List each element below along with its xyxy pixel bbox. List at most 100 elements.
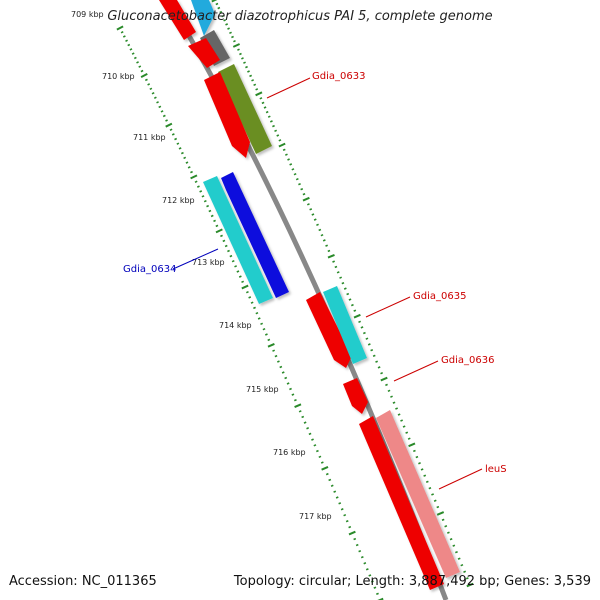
minor-tick	[215, 2, 219, 6]
minor-tick	[253, 306, 256, 310]
minor-tick	[457, 557, 461, 560]
minor-tick	[133, 56, 137, 60]
minor-tick	[178, 147, 182, 150]
gene-feature[interactable]	[306, 292, 352, 368]
gene-feature[interactable]	[159, 0, 196, 40]
major-tick	[232, 43, 241, 48]
minor-tick	[330, 484, 334, 487]
minor-tick	[248, 296, 252, 299]
minor-tick	[247, 70, 250, 73]
gene-feature[interactable]	[188, 38, 220, 68]
minor-tick	[313, 218, 317, 221]
minor-tick	[358, 549, 362, 553]
minor-tick	[300, 187, 304, 191]
scale-label: 711 kbp	[133, 133, 166, 142]
minor-tick	[303, 421, 307, 424]
callout-line	[393, 360, 439, 382]
minor-tick	[274, 354, 278, 358]
minor-tick	[210, 214, 214, 218]
minor-tick	[250, 301, 254, 304]
scale-label: 709 kbp	[71, 10, 104, 19]
minor-tick	[196, 185, 200, 188]
minor-tick	[318, 455, 322, 459]
minor-tick	[293, 398, 297, 402]
minor-tick	[231, 259, 235, 263]
minor-tick	[395, 407, 398, 410]
minor-tick	[407, 437, 411, 440]
gene-feature[interactable]	[204, 72, 250, 158]
summary-text: Topology: circular; Length: 3,887,492 bp…	[233, 574, 591, 589]
minor-tick	[208, 209, 212, 213]
minor-tick	[298, 182, 301, 186]
major-tick	[190, 174, 198, 180]
minor-tick	[372, 354, 376, 358]
minor-tick	[291, 393, 295, 396]
gene-label-Gdia_0633[interactable]: Gdia_0633	[312, 71, 365, 82]
minor-tick	[241, 57, 244, 60]
minor-tick	[418, 462, 421, 465]
minor-tick	[289, 163, 293, 166]
minor-tick	[360, 326, 364, 329]
gene-Gdia_0635[interactable]	[323, 286, 367, 364]
minor-tick	[272, 124, 275, 128]
minor-tick	[291, 168, 295, 171]
minor-tick	[428, 486, 432, 490]
minor-tick	[333, 490, 337, 493]
major-tick	[436, 511, 445, 516]
minor-tick	[269, 120, 273, 123]
minor-tick	[375, 360, 379, 363]
minor-tick	[355, 543, 359, 547]
gene-label-Gdia_0636[interactable]: Gdia_0636	[441, 355, 494, 366]
minor-tick	[436, 505, 440, 509]
gene-feature[interactable]	[359, 416, 444, 590]
callout-line	[266, 77, 311, 99]
minor-tick	[350, 303, 354, 307]
minor-tick	[308, 432, 312, 436]
major-tick	[116, 25, 124, 31]
minor-tick	[415, 455, 419, 459]
minor-tick	[367, 343, 371, 346]
gene-Gdia_0636[interactable]	[343, 378, 368, 414]
minor-tick	[318, 228, 322, 232]
minor-tick	[346, 292, 350, 296]
scale-label: 717 kbp	[299, 512, 332, 521]
minor-tick	[233, 39, 236, 43]
minor-tick	[243, 61, 246, 64]
minor-tick	[120, 30, 124, 34]
gene-feature[interactable]	[191, 0, 215, 36]
minor-tick	[298, 410, 302, 413]
gene-Gdia_0633[interactable]	[218, 64, 272, 154]
minor-tick	[340, 508, 344, 511]
minor-tick	[183, 156, 187, 160]
minor-tick	[264, 333, 268, 336]
minor-tick	[365, 568, 369, 571]
minor-tick	[260, 322, 264, 326]
minor-tick	[332, 260, 336, 263]
minor-tick	[306, 203, 310, 206]
gene-label-leuS[interactable]: leuS	[485, 464, 507, 475]
minor-tick	[289, 387, 292, 391]
gene-Gdia_0634[interactable]	[203, 176, 273, 304]
minor-tick	[125, 39, 128, 43]
minor-tick	[122, 35, 126, 38]
minor-tick	[412, 449, 416, 453]
minor-tick	[373, 586, 377, 589]
gene-feature[interactable]	[200, 30, 230, 66]
minor-tick	[387, 389, 391, 393]
minor-tick	[390, 395, 393, 398]
minor-tick	[343, 287, 347, 290]
minor-tick	[238, 275, 242, 278]
gene-leuS[interactable]	[376, 410, 460, 578]
major-tick	[294, 403, 302, 409]
major-tick	[278, 142, 286, 148]
minor-tick	[360, 555, 364, 559]
minor-tick	[239, 52, 242, 56]
minor-tick	[380, 371, 384, 375]
gene-label-Gdia_0635[interactable]: Gdia_0635	[413, 291, 466, 302]
minor-tick	[144, 78, 148, 82]
minor-tick	[220, 234, 223, 238]
gene-feature[interactable]	[221, 172, 289, 298]
minor-tick	[284, 153, 288, 156]
gene-label-Gdia_0634[interactable]: Gdia_0634	[123, 264, 176, 275]
outer-scale-ring	[211, 0, 474, 588]
